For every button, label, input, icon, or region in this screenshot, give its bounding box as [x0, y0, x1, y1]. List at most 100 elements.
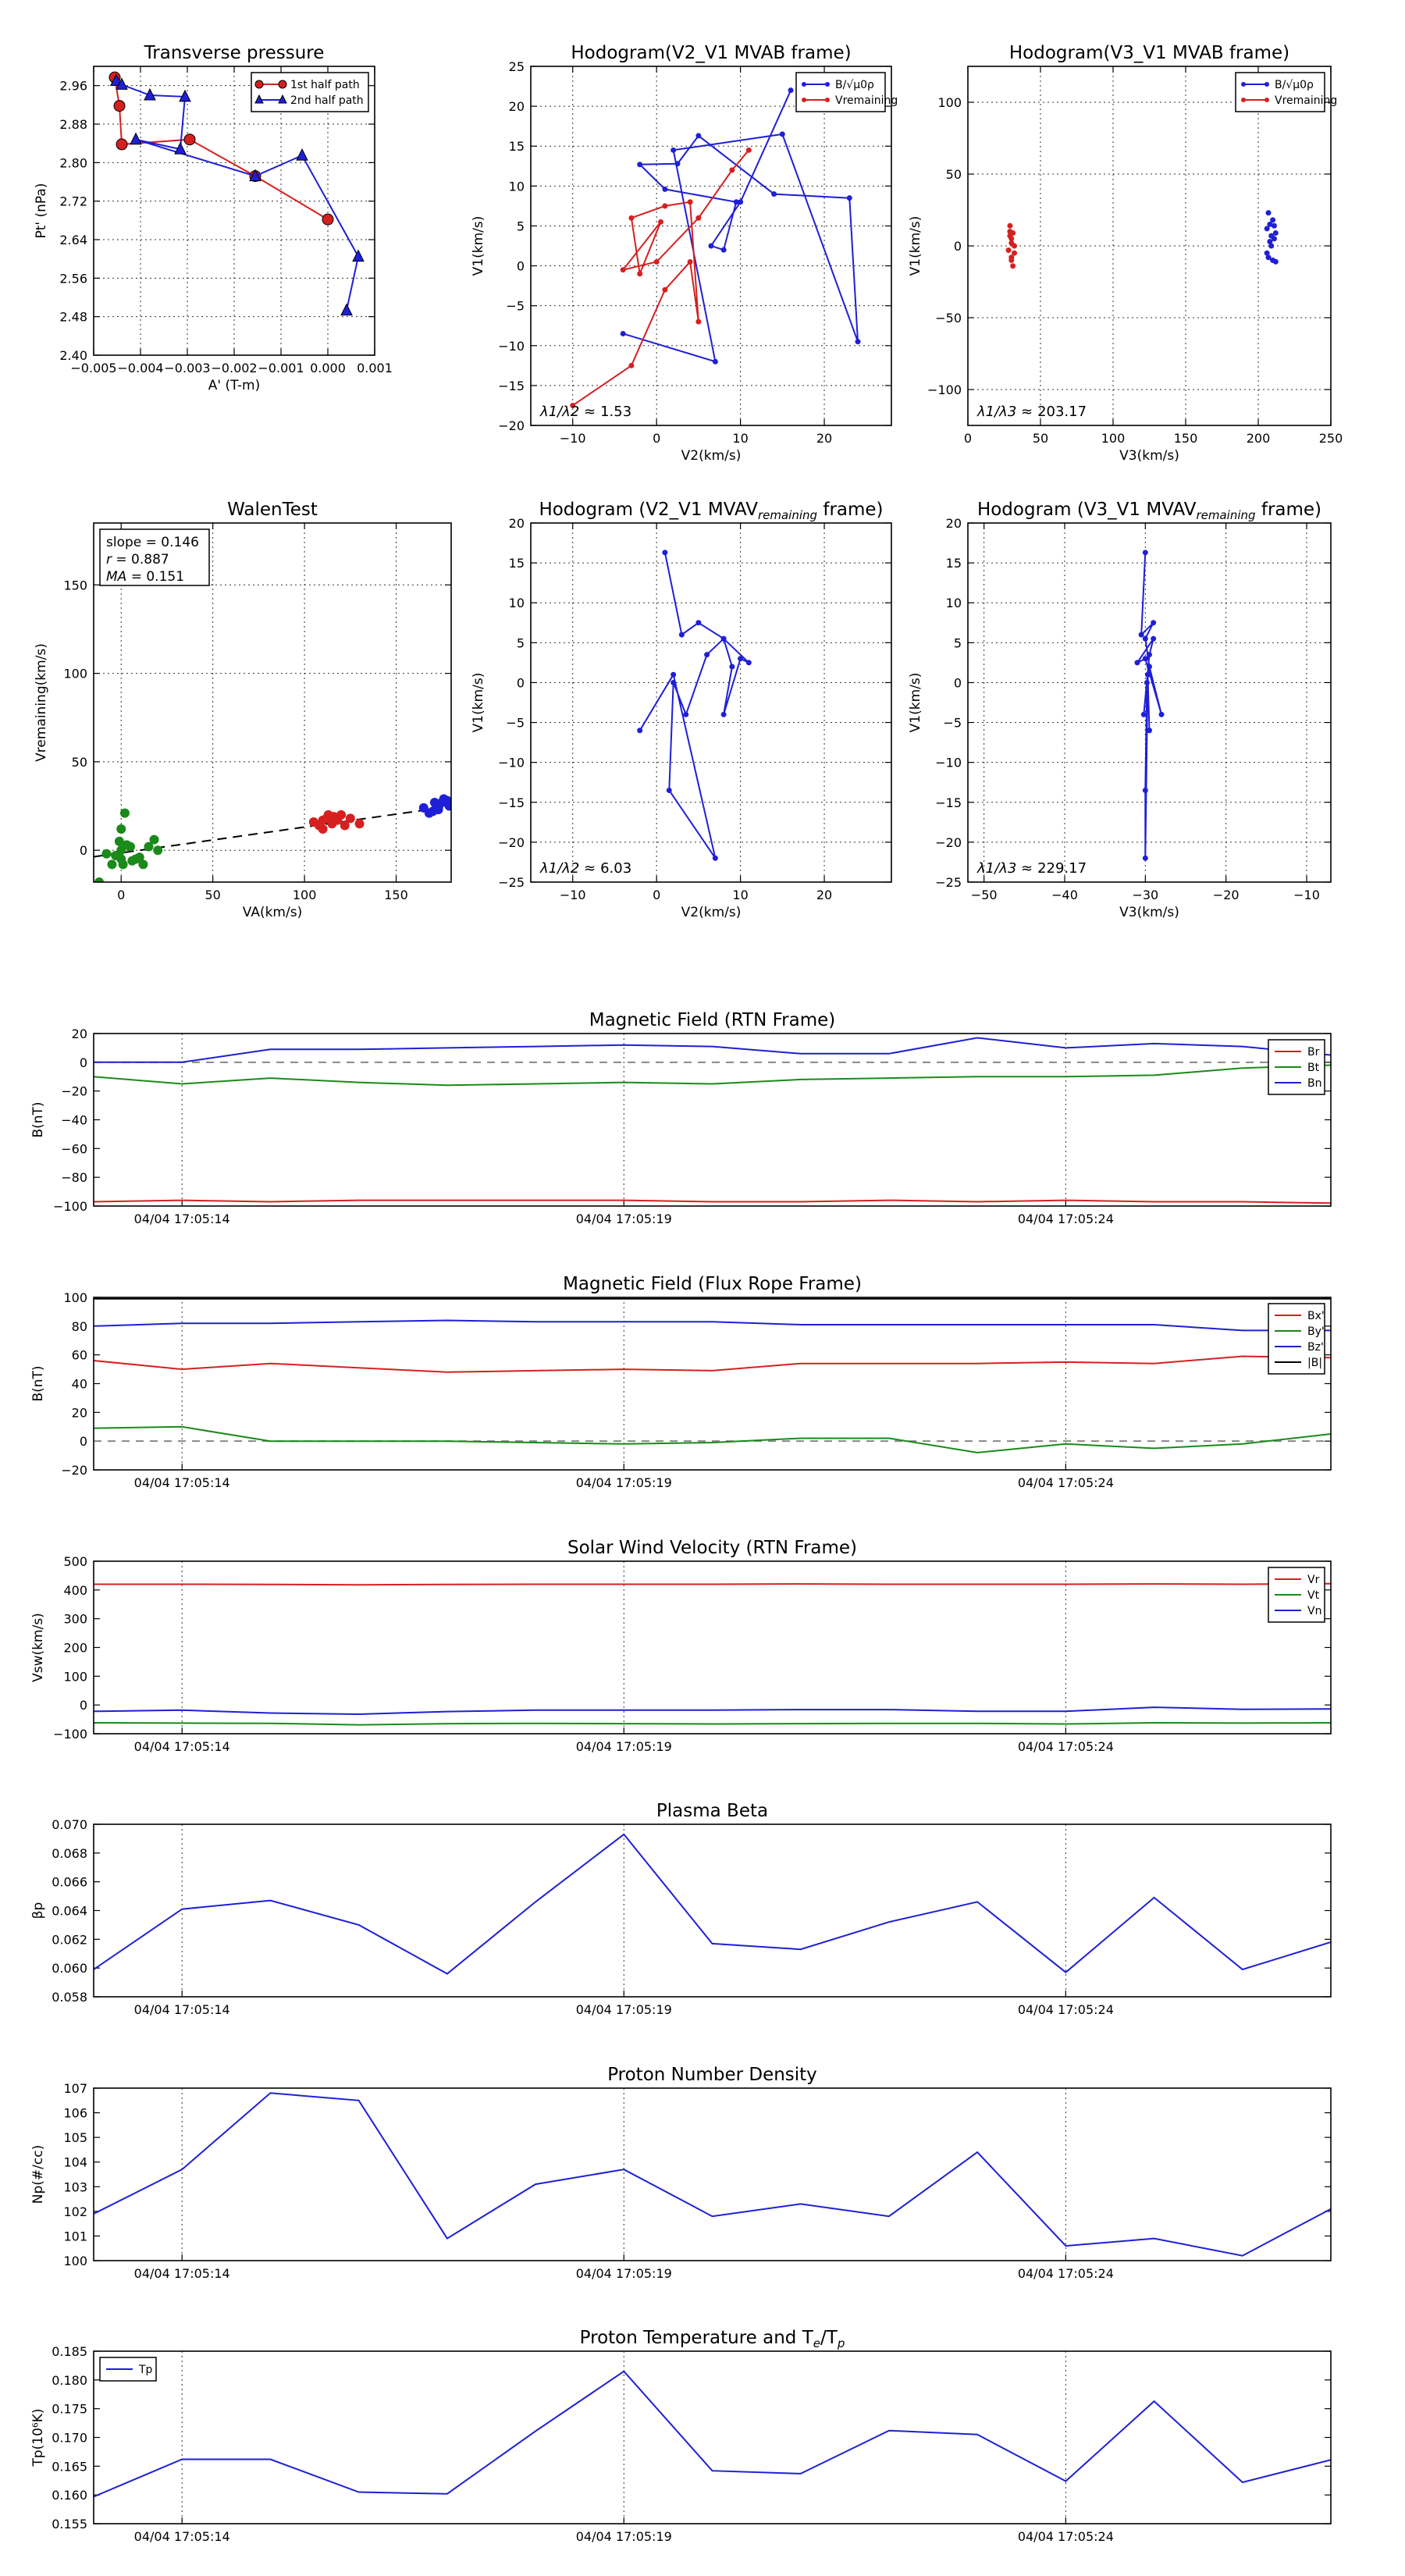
y-tick-label: 0.064: [52, 1904, 87, 1919]
grid: [531, 522, 891, 883]
data-point: [249, 169, 261, 182]
data-point: [1142, 635, 1148, 642]
y-axis-label: V1(km/s): [471, 216, 486, 276]
legend: Bx' By' Bz' |B|: [1268, 1303, 1325, 1375]
data-point: [720, 711, 727, 717]
legend-label: By': [1307, 1325, 1325, 1338]
data-point: [179, 89, 191, 102]
data-point: [1151, 620, 1157, 626]
series-bt: [94, 1064, 1331, 1087]
stats-frame: [99, 528, 210, 586]
series-br: [94, 1199, 1331, 1204]
legend: B/√μ0ρ Vremaining: [795, 72, 898, 112]
ticks: −20 −15 −10 −5 0 5 10 15 20 25 −10 0 10 20: [498, 59, 891, 446]
panel-walen: 0 50 100 150 0 50 100 150 WalenTest VA(km/s) Vrema…: [34, 500, 452, 920]
series-tp: [94, 2370, 1331, 2498]
series-bz-: [94, 1319, 1331, 1332]
y-tick-label: 102: [63, 2204, 87, 2219]
data-point: [134, 852, 144, 863]
data-point: [1268, 233, 1275, 239]
grid: [181, 1824, 1066, 1997]
y-axis-label: Tp(10⁶K): [30, 2408, 46, 2467]
chart-title: Hodogram (V3_V1 MVAVremaining frame): [977, 500, 1321, 522]
plot-frame: [93, 2350, 1332, 2524]
y-tick-label: 0.070: [52, 1817, 87, 1832]
series-blue: [418, 794, 451, 818]
data-point: [1142, 656, 1148, 662]
legend-label: Vremaining: [835, 94, 898, 107]
y-tick-label: 15: [946, 556, 962, 571]
data-point: [1151, 635, 1157, 642]
series-vn: [94, 1706, 1331, 1716]
y-tick-label: 106: [63, 2106, 87, 2121]
data-point: [1138, 632, 1144, 638]
y-tick-label: −40: [61, 1113, 87, 1128]
data-point: [779, 131, 785, 137]
ticks: 0.155 0.160 0.165 0.170 0.175 0.180 0.185 04/04…: [52, 2344, 1331, 2544]
y-tick-label: −100: [53, 1727, 87, 1742]
y-tick-label: 60: [72, 1348, 87, 1363]
y-tick-label: 101: [63, 2229, 87, 2243]
data-point: [138, 859, 148, 870]
y-tick-label: 20: [72, 1026, 87, 1041]
y-tick-label: 50: [72, 755, 87, 770]
stats-label: MA =: [106, 569, 146, 585]
series-bn: [94, 1037, 1331, 1063]
y-tick-label: −10: [935, 756, 962, 770]
x-tick-label: 04/04 17:05:19: [576, 1475, 672, 1490]
chart-title: Hodogram(V2_V1 MVAB frame): [571, 43, 851, 63]
series-line: [94, 1037, 1331, 1063]
fit-line: [94, 806, 451, 858]
data-point: [1265, 210, 1272, 216]
y-axis-label: Np(#/cc): [30, 2145, 46, 2204]
x-tick-label: 04/04 17:05:24: [1018, 2529, 1114, 2544]
data-point: [720, 635, 727, 642]
data-point: [653, 258, 660, 265]
data-point: [122, 840, 132, 850]
data-point: [687, 258, 693, 265]
eigen-ratio-annotation: λ1/λ3 ≈203.17: [976, 404, 1087, 420]
y-tick-label: 0: [954, 675, 962, 690]
data-point: [712, 855, 718, 861]
data-point: [628, 215, 635, 221]
grid: [181, 1034, 1066, 1206]
y-tick-label: 400: [63, 1583, 87, 1598]
chart-title: WalenTest: [227, 500, 318, 520]
y-tick-label: −20: [498, 418, 525, 433]
data-point: [695, 133, 702, 139]
eigen-ratio-annotation: λ1/λ3 ≈229.17: [976, 860, 1087, 877]
data-point: [637, 728, 643, 734]
grid: [181, 2088, 1066, 2261]
y-tick-label: 50: [946, 167, 962, 182]
data-point: [345, 813, 355, 824]
stats-row: r = 0.887: [106, 552, 169, 568]
panel-beta: 0.058 0.060 0.062 0.064 0.066 0.068 0.070 04/04…: [30, 1801, 1332, 2017]
ticks: −100 −80 −60 −40 −20 0 20 04/04 17:05:14 04/04 1…: [53, 1026, 1331, 1226]
panel-mag_rtn: −100 −80 −60 −40 −20 0 20 04/04 17:05:14 04/04 1…: [30, 1010, 1332, 1226]
annotation-value: 6.03: [600, 860, 631, 877]
data-point: [144, 87, 156, 101]
chart-title: Hodogram (V2_V1 MVAVremaining frame): [539, 500, 883, 522]
data-point: [695, 318, 702, 325]
data-point: [771, 191, 777, 197]
legend-label: Br: [1307, 1046, 1320, 1059]
y-tick-label: −10: [498, 339, 525, 354]
eigen-ratio-annotation: λ1/λ2 ≈6.03: [539, 860, 631, 877]
data-point: [704, 652, 710, 658]
x-tick-label: −30: [1132, 888, 1158, 902]
series-by-: [94, 1425, 1331, 1453]
y-tick-label: 0.058: [52, 1990, 87, 2005]
legend-label: Vn: [1307, 1605, 1321, 1617]
y-tick-label: 100: [63, 2254, 87, 2268]
series-s0: [94, 1833, 1331, 1975]
data-point: [433, 805, 443, 815]
data-point: [144, 841, 154, 852]
data-point: [1007, 233, 1013, 239]
series-line: [94, 2092, 1331, 2257]
x-axis-label: V2(km/s): [681, 448, 742, 464]
grid: [181, 2351, 1066, 2524]
y-tick-label: 0.175: [52, 2402, 87, 2417]
annotation-value: 1.53: [600, 404, 631, 420]
legend-label: Vremaining: [1275, 94, 1337, 107]
